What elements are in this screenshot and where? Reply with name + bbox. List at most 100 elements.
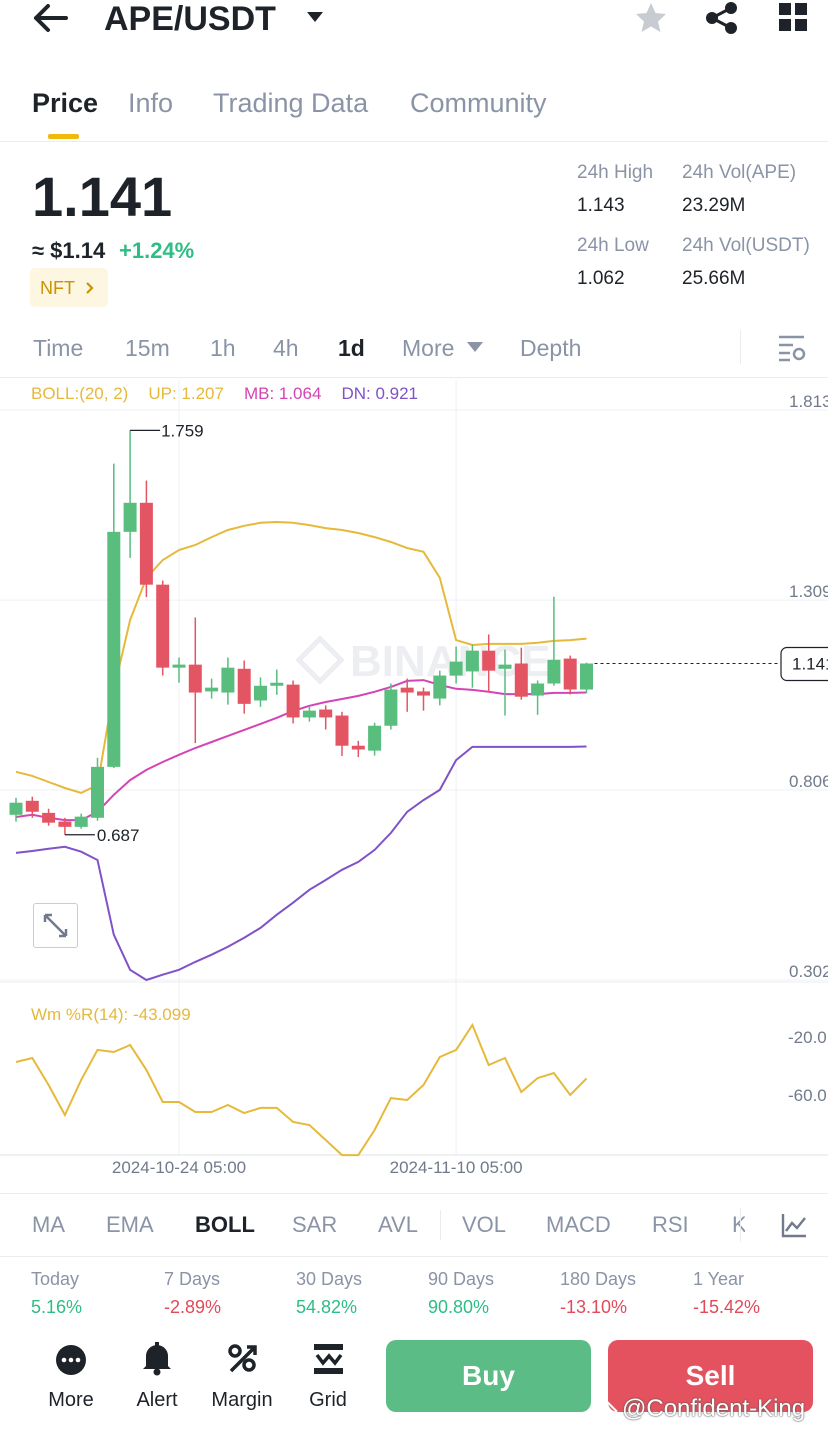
candle-body (449, 661, 463, 676)
boll-band (15, 745, 587, 982)
divider (0, 377, 828, 378)
price-chart: 1.813 1.309 0.806 0.302 2024-10-24 05:00 2024… (0, 380, 828, 1177)
interval[interactable]: 1h (210, 335, 236, 361)
nft-badge[interactable]: NFT (30, 268, 108, 307)
stat-label: 24h Vol(APE) (682, 162, 797, 183)
nav-label[interactable]: Margin (211, 1389, 273, 1411)
candle-body (384, 689, 398, 726)
y-tick-label: 1.813 (789, 392, 828, 411)
interval[interactable]: More (402, 335, 455, 361)
candle-body (74, 816, 88, 827)
indicator-tab[interactable]: EMA (106, 1212, 154, 1237)
candle-body (42, 812, 56, 823)
candle-body (139, 502, 153, 585)
divider (740, 1208, 741, 1242)
perf-label: 7 Days (164, 1269, 221, 1289)
williams-r-line (15, 1022, 588, 1157)
candle-body (498, 664, 512, 669)
indicator-tab[interactable]: AVL (378, 1212, 418, 1237)
more-caret[interactable] (466, 341, 484, 353)
watermark-logo (592, 1398, 618, 1424)
candle-body (156, 584, 170, 668)
interval[interactable]: Depth (520, 335, 582, 361)
perf-value: 5.16% (31, 1297, 83, 1317)
alert-icon[interactable] (142, 1342, 172, 1376)
candle-body (270, 682, 284, 686)
nav-label[interactable]: Grid (309, 1389, 347, 1411)
indicator-tab[interactable]: MA (32, 1212, 65, 1237)
indicator-settings-icon[interactable] (781, 1212, 807, 1238)
candle-body (547, 659, 561, 684)
perf-label: 90 Days (428, 1269, 495, 1289)
margin-icon[interactable] (227, 1343, 259, 1375)
y-tick-label: 0.302 (789, 962, 828, 981)
stat-value: 23.29M (682, 195, 746, 216)
interval[interactable]: 1d (338, 335, 365, 361)
perf-value: -2.89% (164, 1297, 222, 1317)
indicator-legend: BOLL:(20, 2) (31, 384, 128, 403)
sell-button[interactable]: Sell (608, 1340, 813, 1412)
grid-icon[interactable] (313, 1343, 345, 1375)
candle-body (417, 691, 430, 696)
perf-value: 54.82% (296, 1297, 358, 1317)
more-icon[interactable] (55, 1344, 87, 1376)
candle-body (123, 502, 137, 532)
interval[interactable]: 4h (273, 335, 299, 361)
stat-value: 1.062 (577, 268, 625, 289)
candle-body (58, 821, 72, 827)
indicator-bar: MA EMA BOLL SAR AVL VOL MACD RSI K (0, 1200, 745, 1250)
indicator-tab[interactable]: RSI (652, 1212, 689, 1237)
candle-body (237, 668, 251, 704)
back-button[interactable] (30, 2, 70, 34)
perf-label: 1 Year (693, 1269, 745, 1289)
share-icon[interactable] (704, 1, 740, 35)
chart-settings-icon[interactable] (778, 334, 808, 362)
interval[interactable]: 15m (125, 335, 170, 361)
perf-label: 180 Days (560, 1269, 637, 1289)
buy-button[interactable]: Buy (386, 1340, 591, 1412)
oscillator-title: Wm %R(14): -43.099 (31, 1005, 191, 1024)
tab[interactable]: Info (128, 88, 174, 118)
last-price-label: 1.141 (792, 655, 828, 674)
favorite-icon[interactable] (634, 2, 668, 34)
candle-body (91, 766, 104, 818)
nav-label[interactable]: Alert (136, 1389, 178, 1411)
candle-body (188, 664, 202, 693)
divider (0, 1193, 828, 1194)
candle-body (302, 710, 316, 718)
candle-body (482, 650, 496, 671)
indicator-legend: UP: 1.207 (148, 384, 224, 403)
expand-button[interactable] (33, 903, 78, 948)
pair-dropdown[interactable] (306, 10, 324, 24)
candle-body (205, 687, 219, 692)
tab[interactable]: Price (32, 88, 99, 118)
tab[interactable]: Trading Data (213, 88, 369, 118)
chevron (86, 282, 94, 294)
nav-label[interactable]: More (48, 1389, 94, 1411)
candle-body (319, 709, 333, 718)
candle-body (580, 663, 593, 690)
grid-menu-icon[interactable] (779, 3, 809, 33)
candle-body (563, 658, 577, 690)
fiat-price: ≈ $1.14 (32, 238, 106, 263)
candle-body (368, 725, 382, 751)
tab[interactable]: Community (410, 88, 547, 118)
expand-icon (43, 913, 68, 938)
candle-body (107, 531, 121, 767)
indicator-tab[interactable]: BOLL (195, 1212, 255, 1237)
user-watermark: @Confident-King (622, 1395, 806, 1422)
last-price: 1.141 (32, 165, 173, 228)
pair-title[interactable]: APE/USDT (104, 0, 276, 38)
y-tick-label: 0.806 (789, 772, 828, 791)
interval[interactable]: Time (33, 335, 84, 361)
indicator-tab[interactable]: MACD (546, 1212, 611, 1237)
y-tick-label: -60.0 (788, 1086, 827, 1105)
stat-label: 24h High (577, 162, 654, 183)
divider (740, 330, 741, 364)
indicator-tab[interactable]: K (732, 1212, 745, 1237)
candle-body (25, 800, 39, 812)
perf-value: 90.80% (428, 1297, 490, 1317)
indicator-tab[interactable]: SAR (292, 1212, 338, 1237)
last-price-tag (780, 646, 828, 682)
indicator-tab[interactable]: VOL (462, 1212, 507, 1237)
